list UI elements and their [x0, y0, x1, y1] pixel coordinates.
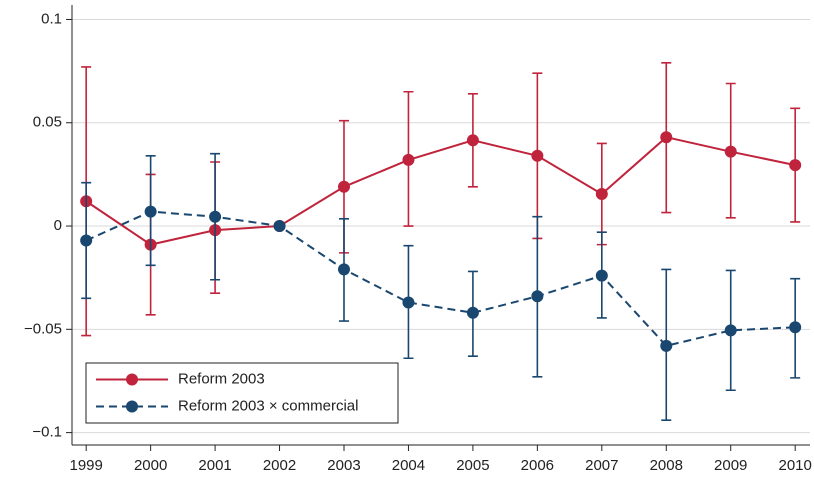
x-tick-label: 2007	[585, 457, 618, 474]
legend-box	[85, 362, 399, 424]
point	[660, 131, 673, 144]
legend-marker	[126, 373, 138, 386]
point	[402, 153, 415, 166]
x-tick-label: 2001	[198, 457, 231, 474]
y-tick-label: −0.05	[24, 320, 62, 337]
series-line	[85, 136, 796, 246]
point	[144, 205, 157, 218]
x-tick-label: 2006	[521, 457, 554, 474]
x-tick-label: 2005	[456, 457, 489, 474]
x-tick-label: 2009	[714, 457, 747, 474]
point	[337, 263, 350, 276]
legend-label: Reform 2003	[178, 370, 265, 387]
point	[209, 210, 222, 223]
point	[466, 134, 479, 147]
point	[789, 321, 802, 334]
point	[531, 149, 544, 162]
legend-label: Reform 2003 × commercial	[178, 397, 358, 414]
x-tick-label: 1999	[69, 457, 102, 474]
x-tick-label: 2002	[263, 457, 296, 474]
x-tick-label: 2000	[134, 457, 167, 474]
legend-marker	[126, 400, 138, 413]
point	[337, 180, 350, 193]
point	[595, 188, 608, 201]
legend: Reform 2003 Reform 2003 × commercial	[85, 362, 399, 424]
x-tick-label: 2010	[778, 457, 811, 474]
y-tick-label: −0.1	[32, 424, 62, 441]
x-tick-label: 2008	[650, 457, 683, 474]
point	[660, 339, 673, 352]
y-tick-label: 0.1	[41, 10, 62, 27]
point	[531, 290, 544, 303]
y-tick-label: 0	[54, 217, 62, 234]
x-tick-label: 2003	[327, 457, 360, 474]
point	[80, 234, 93, 247]
point	[724, 145, 737, 158]
point	[595, 269, 608, 282]
point	[466, 306, 479, 319]
point	[724, 324, 737, 337]
point	[273, 220, 286, 233]
point	[789, 159, 802, 172]
x-tick-label: 2004	[392, 457, 425, 474]
y-tick-label: 0.05	[33, 114, 62, 131]
series-line	[85, 210, 796, 347]
point	[402, 296, 415, 309]
